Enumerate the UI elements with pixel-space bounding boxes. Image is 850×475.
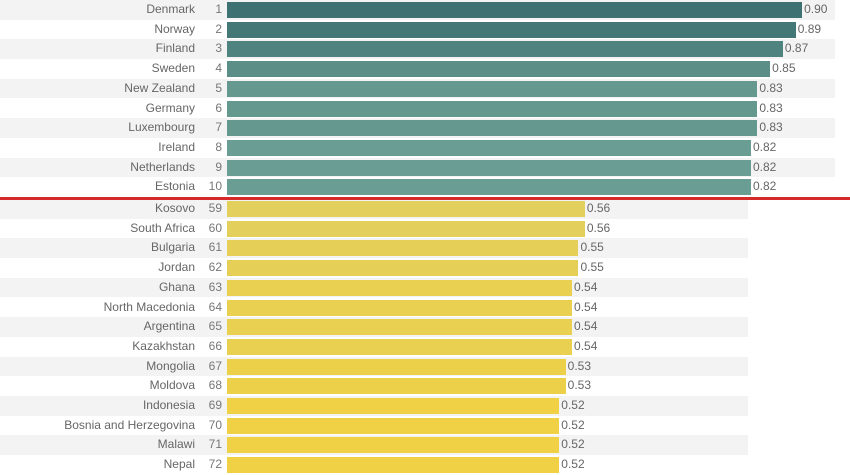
rank-label: 67 bbox=[208, 358, 222, 373]
bar bbox=[227, 159, 751, 176]
rank-label: 69 bbox=[208, 398, 222, 412]
country-label: Sweden bbox=[151, 61, 195, 76]
country-label: Kosovo bbox=[154, 201, 195, 215]
bar bbox=[227, 100, 758, 117]
country-label: Moldova bbox=[149, 378, 195, 393]
value-label: 0.52 bbox=[561, 457, 585, 472]
country-label: North Macedonia bbox=[103, 299, 195, 314]
bar bbox=[227, 338, 573, 355]
bar bbox=[227, 41, 783, 58]
bar bbox=[227, 378, 566, 395]
value-label: 0.83 bbox=[759, 100, 783, 115]
bar bbox=[227, 201, 585, 217]
rank-label: 64 bbox=[208, 299, 222, 314]
separator-line bbox=[0, 197, 850, 200]
country-label: South Africa bbox=[130, 220, 195, 235]
rank-label: 68 bbox=[208, 378, 222, 393]
bar bbox=[227, 398, 560, 414]
rank-label: 9 bbox=[215, 159, 222, 174]
country-label: Germany bbox=[145, 100, 195, 115]
bar bbox=[227, 240, 579, 257]
country-label: Indonesia bbox=[142, 398, 195, 412]
value-label: 0.83 bbox=[759, 120, 783, 135]
value-label: 0.56 bbox=[586, 220, 611, 235]
bar bbox=[227, 21, 796, 38]
value-label: 0.52 bbox=[561, 417, 585, 432]
country-label: Luxembourg bbox=[128, 120, 195, 135]
value-label: 0.54 bbox=[574, 319, 598, 334]
bar bbox=[227, 80, 758, 97]
value-label: 0.53 bbox=[567, 378, 592, 393]
country-label: Norway bbox=[154, 21, 195, 36]
country-label: Jordan bbox=[158, 260, 195, 275]
value-label: 0.87 bbox=[784, 41, 809, 56]
rank-label: 4 bbox=[215, 61, 222, 76]
value-label: 0.55 bbox=[580, 260, 604, 275]
country-label: Denmark bbox=[146, 2, 195, 16]
rank-label: 59 bbox=[208, 201, 222, 215]
country-label: Kazakhstan bbox=[132, 338, 195, 353]
bar bbox=[227, 61, 771, 78]
country-label: Estonia bbox=[154, 179, 195, 194]
country-label: Bulgaria bbox=[150, 240, 195, 255]
country-label: Bosnia and Herzegovina bbox=[64, 417, 195, 432]
value-label: 0.82 bbox=[752, 139, 777, 154]
bar bbox=[227, 139, 751, 156]
country-label: Netherlands bbox=[130, 159, 195, 174]
rank-label: 8 bbox=[215, 139, 222, 154]
rank-label: 2 bbox=[215, 21, 222, 36]
rank-label: 5 bbox=[215, 80, 222, 95]
bar bbox=[227, 260, 579, 277]
value-label: 0.55 bbox=[580, 240, 604, 255]
value-label: 0.90 bbox=[804, 2, 828, 16]
country-label: Argentina bbox=[143, 319, 195, 334]
country-label: Ireland bbox=[158, 139, 195, 154]
bar bbox=[227, 179, 751, 196]
value-label: 0.54 bbox=[574, 338, 598, 353]
value-label: 0.53 bbox=[567, 358, 592, 373]
bar bbox=[227, 457, 560, 474]
value-label: 0.54 bbox=[574, 299, 598, 314]
country-label: Finland bbox=[155, 41, 195, 56]
bar bbox=[227, 417, 560, 434]
value-label: 0.82 bbox=[752, 179, 777, 194]
country-label: Malawi bbox=[157, 437, 195, 452]
rank-label: 7 bbox=[215, 120, 222, 135]
value-label: 0.82 bbox=[752, 159, 777, 174]
bar bbox=[227, 299, 573, 316]
value-label: 0.52 bbox=[561, 437, 585, 452]
rank-label: 61 bbox=[208, 240, 222, 255]
rank-label: 66 bbox=[208, 338, 222, 353]
country-label: New Zealand bbox=[124, 80, 195, 95]
bar bbox=[227, 120, 758, 137]
rank-label: 65 bbox=[208, 319, 222, 334]
rank-label: 62 bbox=[208, 260, 222, 275]
value-label: 0.85 bbox=[772, 61, 796, 76]
bar bbox=[227, 319, 573, 336]
rank-label: 60 bbox=[208, 220, 222, 235]
rank-label: 3 bbox=[215, 41, 222, 56]
value-label: 0.54 bbox=[574, 279, 598, 294]
bar bbox=[227, 358, 566, 375]
country-label: Mongolia bbox=[146, 358, 195, 373]
bar bbox=[227, 220, 585, 237]
value-label: 0.89 bbox=[797, 21, 822, 36]
value-label: 0.83 bbox=[759, 80, 783, 95]
bar bbox=[227, 437, 560, 454]
rank-label: 71 bbox=[208, 437, 222, 452]
bar bbox=[227, 2, 803, 18]
rank-label: 6 bbox=[215, 100, 222, 115]
value-label: 0.56 bbox=[586, 201, 611, 215]
rank-label: 70 bbox=[208, 417, 222, 432]
country-label: Nepal bbox=[163, 457, 195, 472]
rank-label: 63 bbox=[208, 279, 222, 294]
rank-label: 72 bbox=[208, 457, 222, 472]
bar bbox=[227, 279, 573, 296]
value-label: 0.52 bbox=[561, 398, 585, 412]
country-label: Ghana bbox=[158, 279, 195, 294]
rank-label: 10 bbox=[208, 179, 222, 194]
rank-label: 1 bbox=[215, 2, 222, 16]
